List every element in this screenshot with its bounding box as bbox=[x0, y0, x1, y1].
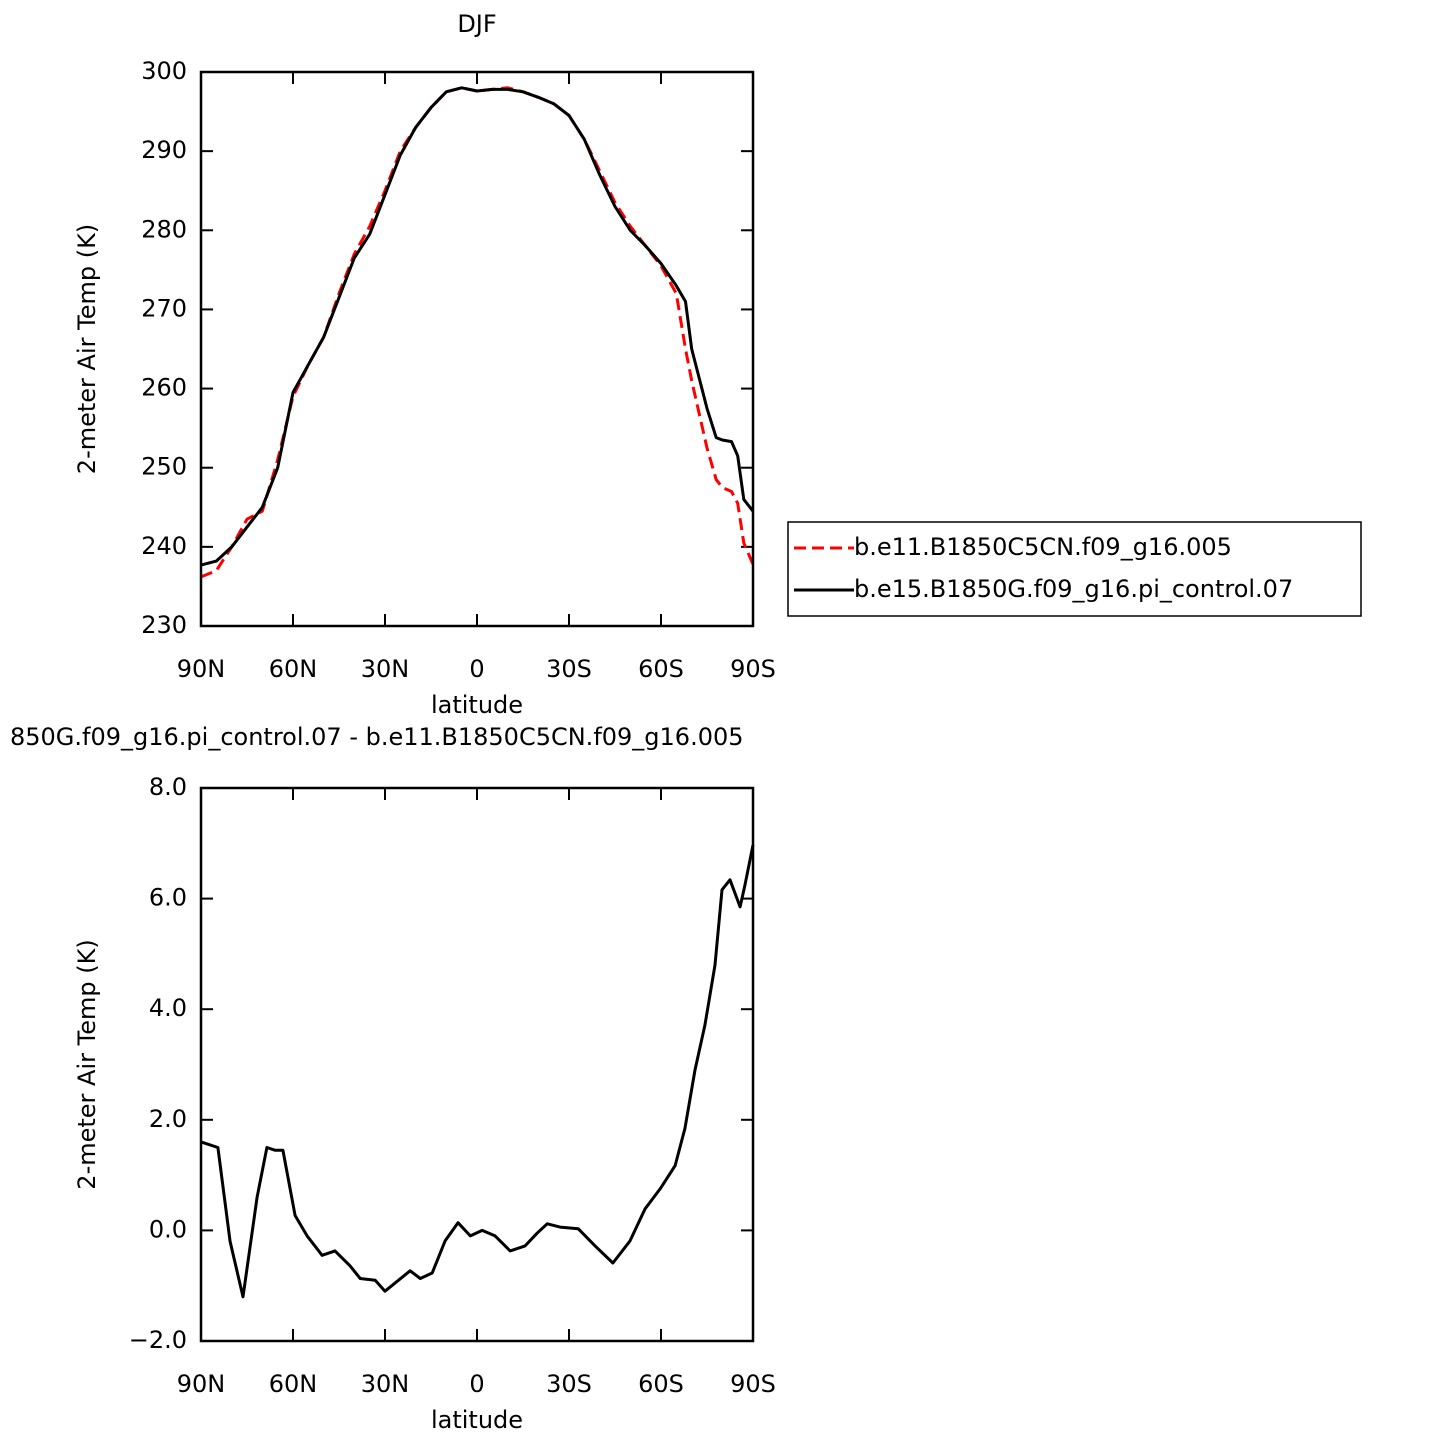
y-tick-label: −2.0 bbox=[129, 1326, 187, 1354]
x-tick-label: 30S bbox=[546, 1370, 592, 1398]
y-tick-label: 230 bbox=[141, 611, 187, 639]
y-tick-label: 300 bbox=[141, 57, 187, 85]
legend-label: b.e15.B1850G.f09_g16.pi_control.07 bbox=[854, 575, 1293, 603]
y-tick-label: 8.0 bbox=[149, 773, 187, 801]
y-tick-label: 4.0 bbox=[149, 994, 187, 1022]
plot-frame bbox=[199, 786, 755, 1343]
y-tick-label: 260 bbox=[141, 374, 187, 402]
series-line bbox=[200, 86, 755, 567]
x-tick-label: 60N bbox=[269, 655, 318, 683]
x-tick-label: 0 bbox=[469, 1370, 484, 1398]
x-tick-label: 90N bbox=[177, 655, 226, 683]
y-tick-label: 0.0 bbox=[149, 1215, 187, 1243]
y-tick-label: 6.0 bbox=[149, 884, 187, 912]
plot-frame bbox=[199, 70, 755, 628]
x-tick-label: 0 bbox=[469, 655, 484, 683]
series-line bbox=[200, 844, 755, 1299]
x-tick-label: 30N bbox=[361, 1370, 410, 1398]
x-tick-label: 60S bbox=[638, 655, 684, 683]
series-line bbox=[200, 86, 755, 579]
y-axis-label: 2-meter Air Temp (K) bbox=[73, 939, 101, 1189]
y-tick-label: 290 bbox=[141, 136, 187, 164]
x-tick-label: 30N bbox=[361, 655, 410, 683]
x-axis-label: latitude bbox=[431, 1406, 523, 1434]
legend-label: b.e11.B1850C5CN.f09_g16.005 bbox=[854, 533, 1232, 561]
y-tick-label: 2.0 bbox=[149, 1105, 187, 1133]
x-tick-label: 90S bbox=[730, 655, 776, 683]
x-tick-label: 90N bbox=[177, 1370, 226, 1398]
chart-title: 850G.f09_g16.pi_control.07 - b.e11.B1850… bbox=[10, 723, 744, 751]
y-tick-label: 240 bbox=[141, 532, 187, 560]
y-tick-label: 280 bbox=[141, 215, 187, 243]
chart-title: DJF bbox=[457, 10, 496, 38]
y-tick-label: 270 bbox=[141, 294, 187, 322]
y-tick-label: 250 bbox=[141, 453, 187, 481]
x-tick-label: 60N bbox=[269, 1370, 318, 1398]
x-tick-label: 30S bbox=[546, 655, 592, 683]
legend-box bbox=[787, 521, 1362, 617]
x-axis-label: latitude bbox=[431, 691, 523, 719]
x-tick-label: 60S bbox=[638, 1370, 684, 1398]
x-tick-label: 90S bbox=[730, 1370, 776, 1398]
y-axis-label: 2-meter Air Temp (K) bbox=[73, 224, 101, 474]
